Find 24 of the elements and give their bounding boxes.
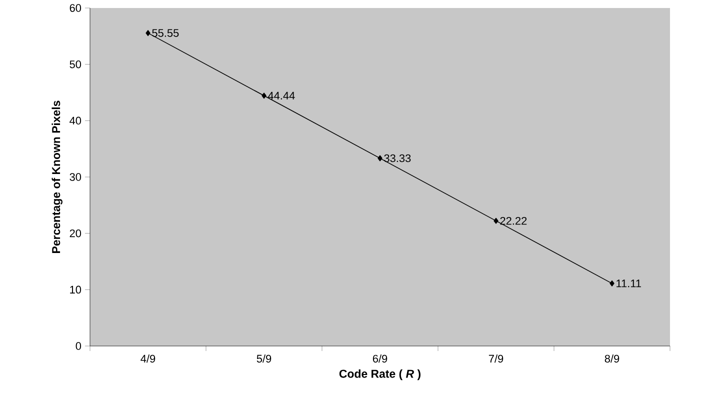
point	[378, 155, 382, 162]
data-label: 44.44	[268, 92, 295, 100]
x-tick-label: 5/9	[256, 354, 272, 363]
data-label: 55.55	[152, 29, 179, 37]
y-tick-label: 20	[70, 229, 82, 238]
y-tick-label: 10	[70, 286, 82, 294]
data-label: 11.11	[616, 280, 641, 288]
point	[494, 218, 498, 224]
x-axis-title: Code Rate ( R )	[339, 369, 420, 380]
point	[262, 92, 266, 99]
y-tick-label: 40	[70, 116, 82, 125]
y-tick-label: 30	[70, 173, 82, 181]
x-tick-label: 8/9	[604, 354, 620, 363]
y-axis-title: Percentage of Known Pixels	[52, 100, 62, 253]
y-tick-label: 50	[70, 60, 82, 68]
point	[146, 30, 150, 36]
point	[610, 280, 614, 286]
x-tick-label: 4/9	[140, 354, 156, 363]
y-tick-label: 60	[70, 4, 82, 12]
x-tick-label: 6/9	[372, 354, 388, 363]
x-tick-label: 7/9	[488, 354, 504, 363]
y-tick-label: 0	[76, 342, 82, 350]
data-label: 22.22	[500, 217, 527, 225]
data-label: 33.33	[384, 154, 411, 162]
